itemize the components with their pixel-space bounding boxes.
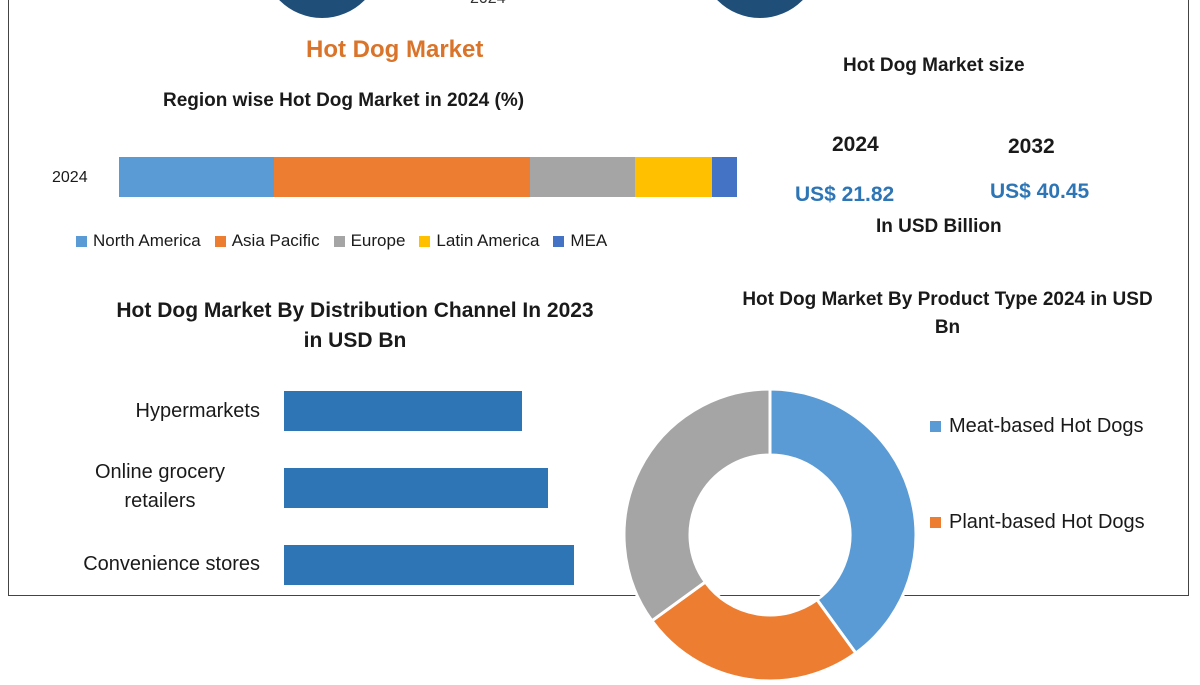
stack-year-label: 2024	[52, 169, 88, 186]
bar-segment-mea	[712, 157, 737, 197]
legend-item-latin-america: Latin America	[419, 231, 539, 251]
main-title: Hot Dog Market	[306, 36, 484, 63]
bar-segment-europe	[529, 157, 636, 197]
channel-bar-3	[284, 545, 574, 585]
legend-item-asia-pacific: Asia Pacific	[214, 231, 320, 251]
market-size-value-2032: US$ 40.45	[990, 180, 1090, 203]
legend-item-north-america: North America	[76, 231, 201, 251]
legend-label: Latin America	[436, 231, 540, 250]
market-size-unit: In USD Billion	[876, 216, 1002, 237]
header-year: 2024	[470, 0, 506, 8]
legend-swatch	[214, 235, 226, 247]
channel-chart-title: Hot Dog Market By Distribution Channel I…	[116, 299, 594, 352]
market-size-year-2024: 2024	[832, 133, 879, 156]
product-chart-title: Hot Dog Market By Product Type 2024 in U…	[742, 289, 1153, 338]
legend-swatch	[553, 235, 565, 247]
channel-bar-1	[284, 391, 522, 431]
category-label-online-grocery: Online grocery retailers	[20, 458, 260, 516]
legend-label: North America	[93, 231, 201, 250]
market-size-title: Hot Dog Market size	[843, 55, 1025, 76]
legend-label: Plant-based Hot Dogs	[949, 511, 1145, 533]
legend-label: MEA	[570, 231, 608, 250]
bar-segment-asia-pacific	[273, 157, 530, 197]
channel-bar-2	[284, 468, 548, 508]
region-chart-title: Region wise Hot Dog Market in 2024 (%)	[163, 90, 525, 111]
legend-swatch	[930, 517, 941, 528]
legend-label: Europe	[350, 231, 406, 250]
market-size-value-2024: US$ 21.82	[795, 183, 895, 206]
legend-swatch	[419, 235, 431, 247]
region-stacked-bar	[119, 157, 737, 197]
legend-item-plant-based: Plant-based Hot Dogs	[930, 511, 1145, 534]
legend-swatch	[76, 235, 87, 247]
product-donut-chart	[622, 387, 918, 683]
legend-swatch	[333, 235, 345, 247]
legend-item-europe: Europe	[333, 231, 406, 251]
bar-segment-north-america	[119, 157, 274, 197]
category-label-text: Online grocery retailers	[94, 461, 226, 512]
category-label-convenience: Convenience stores	[83, 553, 260, 575]
legend-label: Meat-based Hot Dogs	[949, 415, 1144, 437]
category-label-hypermarkets: Hypermarkets	[135, 400, 260, 422]
market-size-year-2032: 2032	[1008, 135, 1055, 158]
legend-item-meat-based: Meat-based Hot Dogs	[930, 415, 1144, 438]
region-legend: North America Asia Pacific Europe Latin …	[76, 231, 607, 251]
infographic-frame	[8, 0, 1189, 596]
legend-item-mea: MEA	[553, 231, 607, 251]
legend-label: Asia Pacific	[231, 231, 320, 250]
legend-swatch	[930, 421, 941, 432]
bar-segment-latin-america	[635, 157, 713, 197]
donut-slice-3	[622, 387, 772, 623]
